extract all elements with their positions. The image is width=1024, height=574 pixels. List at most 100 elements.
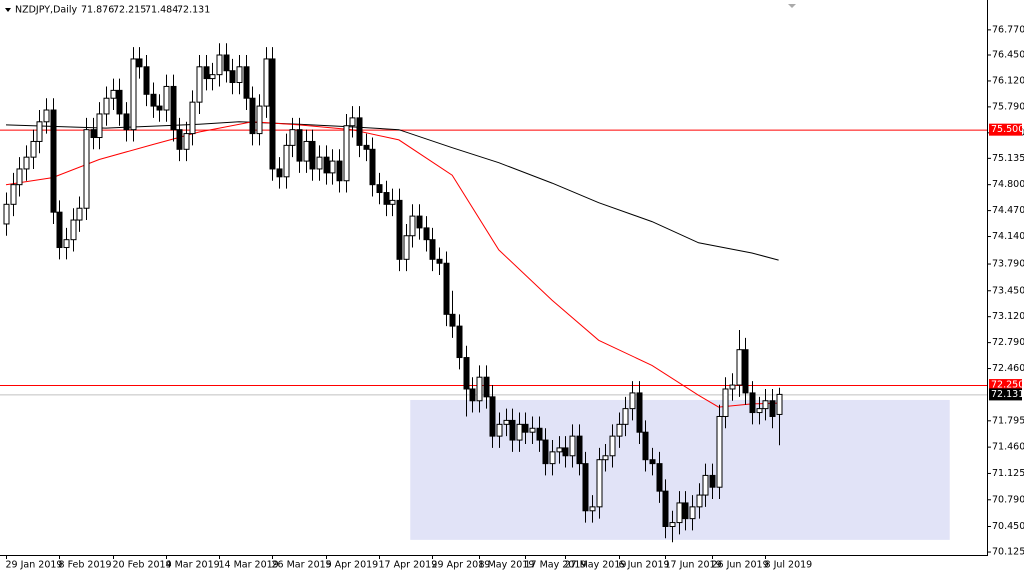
candle-body bbox=[296, 129, 303, 162]
candle-body bbox=[469, 388, 476, 402]
candle bbox=[609, 424, 616, 468]
x-tick-label: 17 Jun 2019 bbox=[665, 560, 722, 571]
candle-body bbox=[649, 459, 656, 465]
candle-body bbox=[90, 129, 97, 139]
shift-marker[interactable] bbox=[788, 4, 796, 8]
candle bbox=[369, 137, 376, 197]
level-label: 72.250 bbox=[991, 380, 1024, 391]
candle-body bbox=[576, 435, 583, 465]
candle-body bbox=[716, 415, 723, 488]
candle bbox=[316, 145, 323, 181]
x-tick-label: 26 Mar 2019 bbox=[272, 560, 332, 571]
candle bbox=[649, 447, 656, 476]
candle bbox=[269, 47, 276, 181]
candle-body bbox=[163, 85, 170, 111]
header-high: 72.215 bbox=[113, 5, 146, 16]
candle-body bbox=[709, 474, 716, 488]
candle-body bbox=[136, 58, 143, 68]
y-tick-label: 76.120 bbox=[992, 75, 1024, 86]
candle bbox=[669, 510, 676, 543]
x-tick-label: 29 Jan 2019 bbox=[6, 560, 63, 571]
symbol-menu-icon[interactable] bbox=[5, 8, 11, 12]
candle bbox=[289, 117, 296, 158]
candle bbox=[36, 110, 43, 154]
current-price-label: 72.131 bbox=[991, 389, 1024, 400]
candle-body bbox=[636, 392, 643, 433]
candle bbox=[696, 483, 703, 519]
candle bbox=[762, 388, 769, 421]
candle-body bbox=[243, 66, 250, 99]
candle bbox=[463, 345, 470, 417]
candle bbox=[403, 223, 410, 272]
candle bbox=[203, 55, 210, 91]
y-tick-label: 72.460 bbox=[992, 363, 1024, 374]
candle-body bbox=[536, 427, 543, 441]
candle bbox=[23, 145, 30, 181]
candle bbox=[50, 98, 57, 224]
candle-body bbox=[289, 129, 296, 146]
candle-body bbox=[309, 140, 316, 170]
candle-body bbox=[56, 211, 63, 249]
candle bbox=[476, 365, 483, 413]
candle-body bbox=[403, 235, 410, 260]
candle-body bbox=[476, 376, 483, 402]
candle-body bbox=[96, 113, 103, 139]
candle-body bbox=[236, 66, 243, 84]
candle bbox=[70, 208, 77, 252]
candle bbox=[576, 424, 583, 476]
candle bbox=[689, 495, 696, 531]
candle-body bbox=[150, 93, 157, 107]
candle-body bbox=[669, 522, 676, 527]
candle-body bbox=[10, 184, 17, 205]
candle bbox=[336, 149, 343, 193]
candle bbox=[423, 216, 430, 252]
y-tick-label: 73.120 bbox=[992, 311, 1024, 322]
candle-body bbox=[23, 156, 30, 170]
candle-body bbox=[509, 419, 516, 441]
candle bbox=[216, 43, 223, 87]
candle-body bbox=[589, 506, 596, 512]
header-close: 72.131 bbox=[177, 5, 210, 16]
level-label-box bbox=[989, 123, 1022, 136]
candle bbox=[509, 408, 516, 452]
candle-body bbox=[303, 140, 310, 162]
candle-body bbox=[383, 192, 390, 205]
candle bbox=[736, 330, 743, 397]
candle-body bbox=[496, 423, 503, 437]
candle-body bbox=[176, 129, 183, 150]
candle-body bbox=[396, 199, 403, 260]
candle bbox=[363, 133, 370, 162]
candle bbox=[63, 227, 70, 260]
header-low: 71.484 bbox=[145, 5, 178, 16]
candle bbox=[383, 180, 390, 217]
candle-body bbox=[562, 447, 569, 457]
candle bbox=[529, 416, 536, 444]
candle bbox=[343, 113, 350, 193]
candle bbox=[16, 157, 23, 197]
candle-body bbox=[456, 325, 463, 359]
x-tick-label: 8 Feb 2019 bbox=[59, 560, 112, 571]
candle bbox=[276, 157, 283, 189]
candle bbox=[496, 412, 503, 448]
x-tick-label: 17 May 2019 bbox=[525, 560, 587, 571]
candle-body bbox=[3, 203, 10, 225]
candle bbox=[702, 463, 709, 507]
y-tick-label: 70.450 bbox=[992, 521, 1024, 532]
candle bbox=[409, 204, 416, 248]
candle-body bbox=[769, 400, 776, 417]
candle-body bbox=[423, 227, 430, 241]
candle bbox=[556, 436, 563, 464]
y-tick-label: 76.450 bbox=[992, 50, 1024, 61]
candle bbox=[83, 117, 90, 221]
y-tick-label: 72.790 bbox=[992, 337, 1024, 348]
candle-body bbox=[336, 160, 343, 182]
x-tick-label: 4 Mar 2019 bbox=[166, 560, 220, 571]
candle-body bbox=[689, 506, 696, 520]
candle bbox=[243, 55, 250, 111]
y-tick-label: 75.135 bbox=[992, 153, 1024, 164]
chart-title: NZDJPY,Daily bbox=[15, 5, 77, 16]
candle bbox=[163, 74, 170, 122]
candle-body bbox=[656, 463, 663, 492]
candle bbox=[376, 172, 383, 205]
